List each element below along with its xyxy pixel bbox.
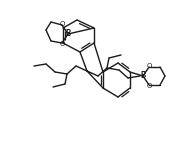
Text: O: O [146,63,152,69]
Text: B: B [140,72,145,81]
Text: B: B [66,30,71,39]
Text: O: O [146,83,152,89]
Text: B: B [140,72,145,81]
Text: O: O [59,41,65,47]
Text: O: O [59,21,65,27]
Text: B: B [66,30,71,39]
